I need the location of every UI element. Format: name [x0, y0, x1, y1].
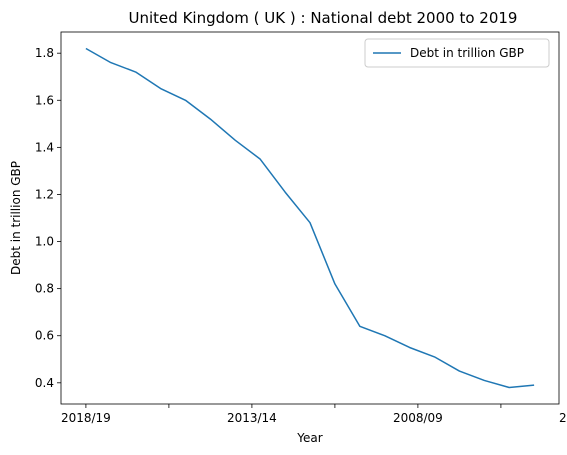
x-tick-label: 2013/14: [227, 411, 277, 425]
plot-area: 0.4 0.6 0.8 1.0 1.2 1.4 1.6 1.8 2018/19 2013/14 20…: [35, 31, 567, 425]
y-tick-label: 1.2: [35, 187, 54, 201]
y-tick-label: 1.8: [35, 46, 54, 60]
y-tick-label: 1.4: [35, 140, 54, 154]
plot-frame: [60, 31, 560, 405]
y-tick-label: 0.8: [35, 282, 54, 296]
y-tick-label: 1.0: [35, 235, 54, 249]
x-tick-label: 2003/04: [559, 411, 567, 425]
series-line: [85, 47, 535, 389]
legend-label: Debt in trillion GBP: [410, 46, 524, 60]
x-tick-label: 2018/19: [61, 411, 111, 425]
chart-title: United Kingdom ( UK ) : National debt 20…: [129, 9, 518, 27]
y-tick-label: 0.4: [35, 376, 54, 390]
y-tick-label: 1.6: [35, 93, 54, 107]
x-axis-label: Year: [296, 431, 322, 445]
y-tick-label: 0.6: [35, 329, 54, 343]
x-tick-label: 2008/09: [393, 411, 443, 425]
y-axis-label: Debt in trillion GBP: [9, 161, 23, 275]
legend-box: [364, 38, 550, 68]
